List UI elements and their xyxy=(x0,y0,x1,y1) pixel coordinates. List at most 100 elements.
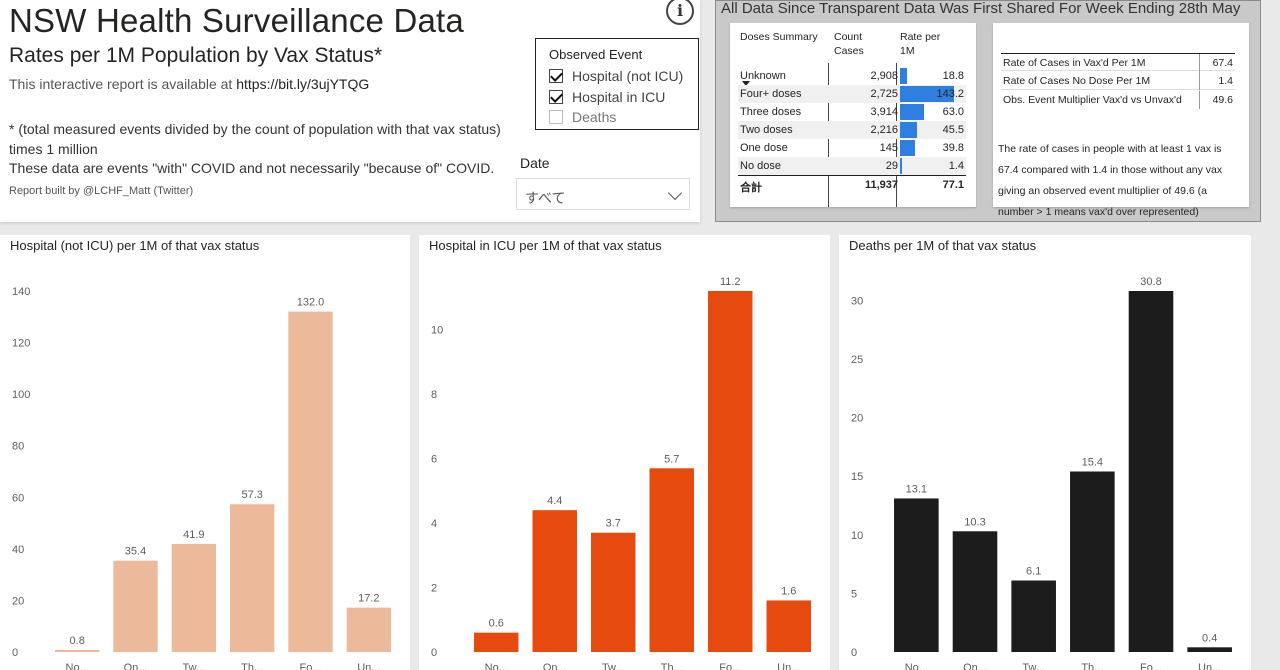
bar-one-dose[interactable] xyxy=(532,510,577,652)
rate-bar xyxy=(900,158,902,174)
bar-one-dose[interactable] xyxy=(113,560,158,652)
y-tick-label: 100 xyxy=(12,389,30,401)
bar-three-doses[interactable] xyxy=(649,468,694,652)
y-tick-label: 15 xyxy=(851,471,863,483)
chevron-down-icon xyxy=(667,185,683,201)
chart-plot-area: 0 2 4 6 8 10 0.6 No... 4.4 On... 3.7 Tw... 5.7 Th... 1… xyxy=(431,276,811,670)
bar-three-doses[interactable] xyxy=(230,504,275,652)
rate-value: 1.4 xyxy=(1218,75,1233,87)
filter-option-label: Deaths xyxy=(572,109,617,125)
bar-four-doses[interactable] xyxy=(288,311,333,652)
x-category-label: On... xyxy=(963,662,987,670)
bar-three-doses[interactable] xyxy=(1070,471,1115,653)
rate-value: 63.0 xyxy=(942,106,964,118)
dose-label: One dose xyxy=(740,142,788,154)
bar-four-doses[interactable] xyxy=(1128,291,1174,652)
y-tick-label: 5 xyxy=(851,588,857,600)
date-filter-dropdown[interactable]: すべて xyxy=(516,178,690,210)
checkbox-checked-icon[interactable] xyxy=(549,90,563,104)
case-count: 2,216 xyxy=(870,124,898,136)
y-tick-label: 40 xyxy=(12,544,24,556)
table-row[interactable]: Four+ doses 2,725 143.2 xyxy=(738,85,966,103)
x-category-label: Un... xyxy=(357,662,380,670)
bar-one-dose[interactable] xyxy=(952,531,998,652)
availability-prefix: This interactive report is available at xyxy=(9,76,233,92)
y-tick-label: 0 xyxy=(431,647,437,659)
y-tick-label: 10 xyxy=(431,325,443,337)
table-row[interactable]: No dose 29 1.4 xyxy=(738,157,966,175)
info-icon[interactable]: i xyxy=(666,0,694,25)
data-label: 30.8 xyxy=(1140,276,1161,288)
filter-option-label: Hospital in ICU xyxy=(572,89,666,105)
rate-row-multiplier: Obs. Event Multiplier Vax'd vs Unvax'd 4… xyxy=(1001,91,1235,109)
rate-value: 18.8 xyxy=(942,70,964,82)
summary-title: All Data Since Transparent Data Was Firs… xyxy=(721,0,1241,17)
bar-two-doses[interactable] xyxy=(1011,580,1056,652)
y-tick-label: 0 xyxy=(851,647,857,659)
observed-event-filter: Observed Event Hospital (not ICU) Hospit… xyxy=(535,38,699,130)
y-tick-label: 20 xyxy=(851,413,863,425)
filter-option-hospital-not-icu[interactable]: Hospital (not ICU) xyxy=(549,66,683,86)
total-rate: 77.1 xyxy=(942,179,964,191)
filter-option-deaths[interactable]: Deaths xyxy=(549,107,616,127)
rate-label: Rate of Cases No Dose Per 1M xyxy=(1003,75,1151,87)
report-link[interactable]: https://bit.ly/3ujYTQG xyxy=(236,76,370,92)
bar-unknown[interactable] xyxy=(346,607,391,652)
x-category-label: Fo... xyxy=(719,662,741,670)
y-tick-label: 0 xyxy=(12,647,18,659)
checkbox-unchecked-icon[interactable] xyxy=(549,110,563,124)
data-label: 57.3 xyxy=(241,489,262,501)
x-category-label: No... xyxy=(485,662,508,670)
column-header-rate[interactable]: Rate per 1M xyxy=(900,31,941,57)
table-row[interactable]: Three doses 3,914 63.0 xyxy=(738,103,966,121)
bar-no-dose[interactable] xyxy=(474,632,519,652)
data-label: 0.8 xyxy=(70,635,85,647)
column-header-doses[interactable]: Doses Summary xyxy=(740,31,818,43)
y-tick-label: 2 xyxy=(431,583,437,595)
rate-row-vaxd: Rate of Cases in Vax'd Per 1M 67.4 xyxy=(1001,53,1235,72)
rate-value: 45.5 xyxy=(942,124,964,136)
data-label: 0.6 xyxy=(489,618,504,630)
y-tick-label: 6 xyxy=(431,454,437,466)
dose-label: No dose xyxy=(740,160,781,172)
checkbox-checked-icon[interactable] xyxy=(549,69,563,83)
table-row[interactable]: Two doses 2,216 45.5 xyxy=(738,121,966,139)
rates-explanation: The rate of cases in people with at leas… xyxy=(998,143,1223,218)
data-label: 10.3 xyxy=(964,516,985,528)
bar-two-doses[interactable] xyxy=(591,532,636,652)
bar-unknown[interactable] xyxy=(1187,647,1232,652)
bar-unknown[interactable] xyxy=(766,600,811,652)
table-row[interactable]: Unknown 2,908 18.8 xyxy=(738,67,966,85)
bar-two-doses[interactable] xyxy=(171,543,216,652)
total-label: 合計 xyxy=(740,182,762,194)
data-label: 6.1 xyxy=(1026,566,1041,578)
data-label: 11.2 xyxy=(720,276,741,288)
bar-no-dose[interactable] xyxy=(894,498,939,652)
sort-descending-icon[interactable] xyxy=(742,81,750,86)
rate-value: 39.8 xyxy=(942,142,964,154)
date-filter-value: すべて xyxy=(525,190,566,206)
x-category-label: Un... xyxy=(777,662,800,670)
report-header: NSW Health Surveillance Data Rates per 1… xyxy=(0,0,700,222)
chart-title: Deaths per 1M of that vax status xyxy=(849,238,1037,253)
data-label: 4.4 xyxy=(547,495,562,507)
x-category-label: Th... xyxy=(1081,662,1103,670)
rate-value: 143.2 xyxy=(936,88,964,100)
filter-option-label: Hospital (not ICU) xyxy=(572,68,684,84)
bar-no-dose[interactable] xyxy=(55,649,100,652)
column-header-count[interactable]: Count Cases xyxy=(834,31,864,57)
y-tick-label: 8 xyxy=(431,389,437,401)
filter-option-hospital-in-icu[interactable]: Hospital in ICU xyxy=(549,87,665,107)
x-category-label: No... xyxy=(66,662,89,670)
table-row[interactable]: One dose 145 39.8 xyxy=(738,139,966,157)
data-label: 132.0 xyxy=(297,297,325,309)
data-label: 41.9 xyxy=(183,529,204,541)
y-tick-label: 140 xyxy=(12,286,30,298)
data-label: 5.7 xyxy=(664,453,679,465)
rate-bar xyxy=(900,140,915,156)
chart-plot-area: 0 20 40 60 80 100 120 140 0.8 No... 35.4 On... 41.9 T… xyxy=(12,286,391,670)
case-count: 2,725 xyxy=(870,88,898,100)
x-category-label: Tw... xyxy=(183,662,206,670)
bar-four-doses[interactable] xyxy=(708,291,753,652)
chart-hospital-in-icu: Hospital in ICU per 1M of that vax statu… xyxy=(419,235,830,670)
